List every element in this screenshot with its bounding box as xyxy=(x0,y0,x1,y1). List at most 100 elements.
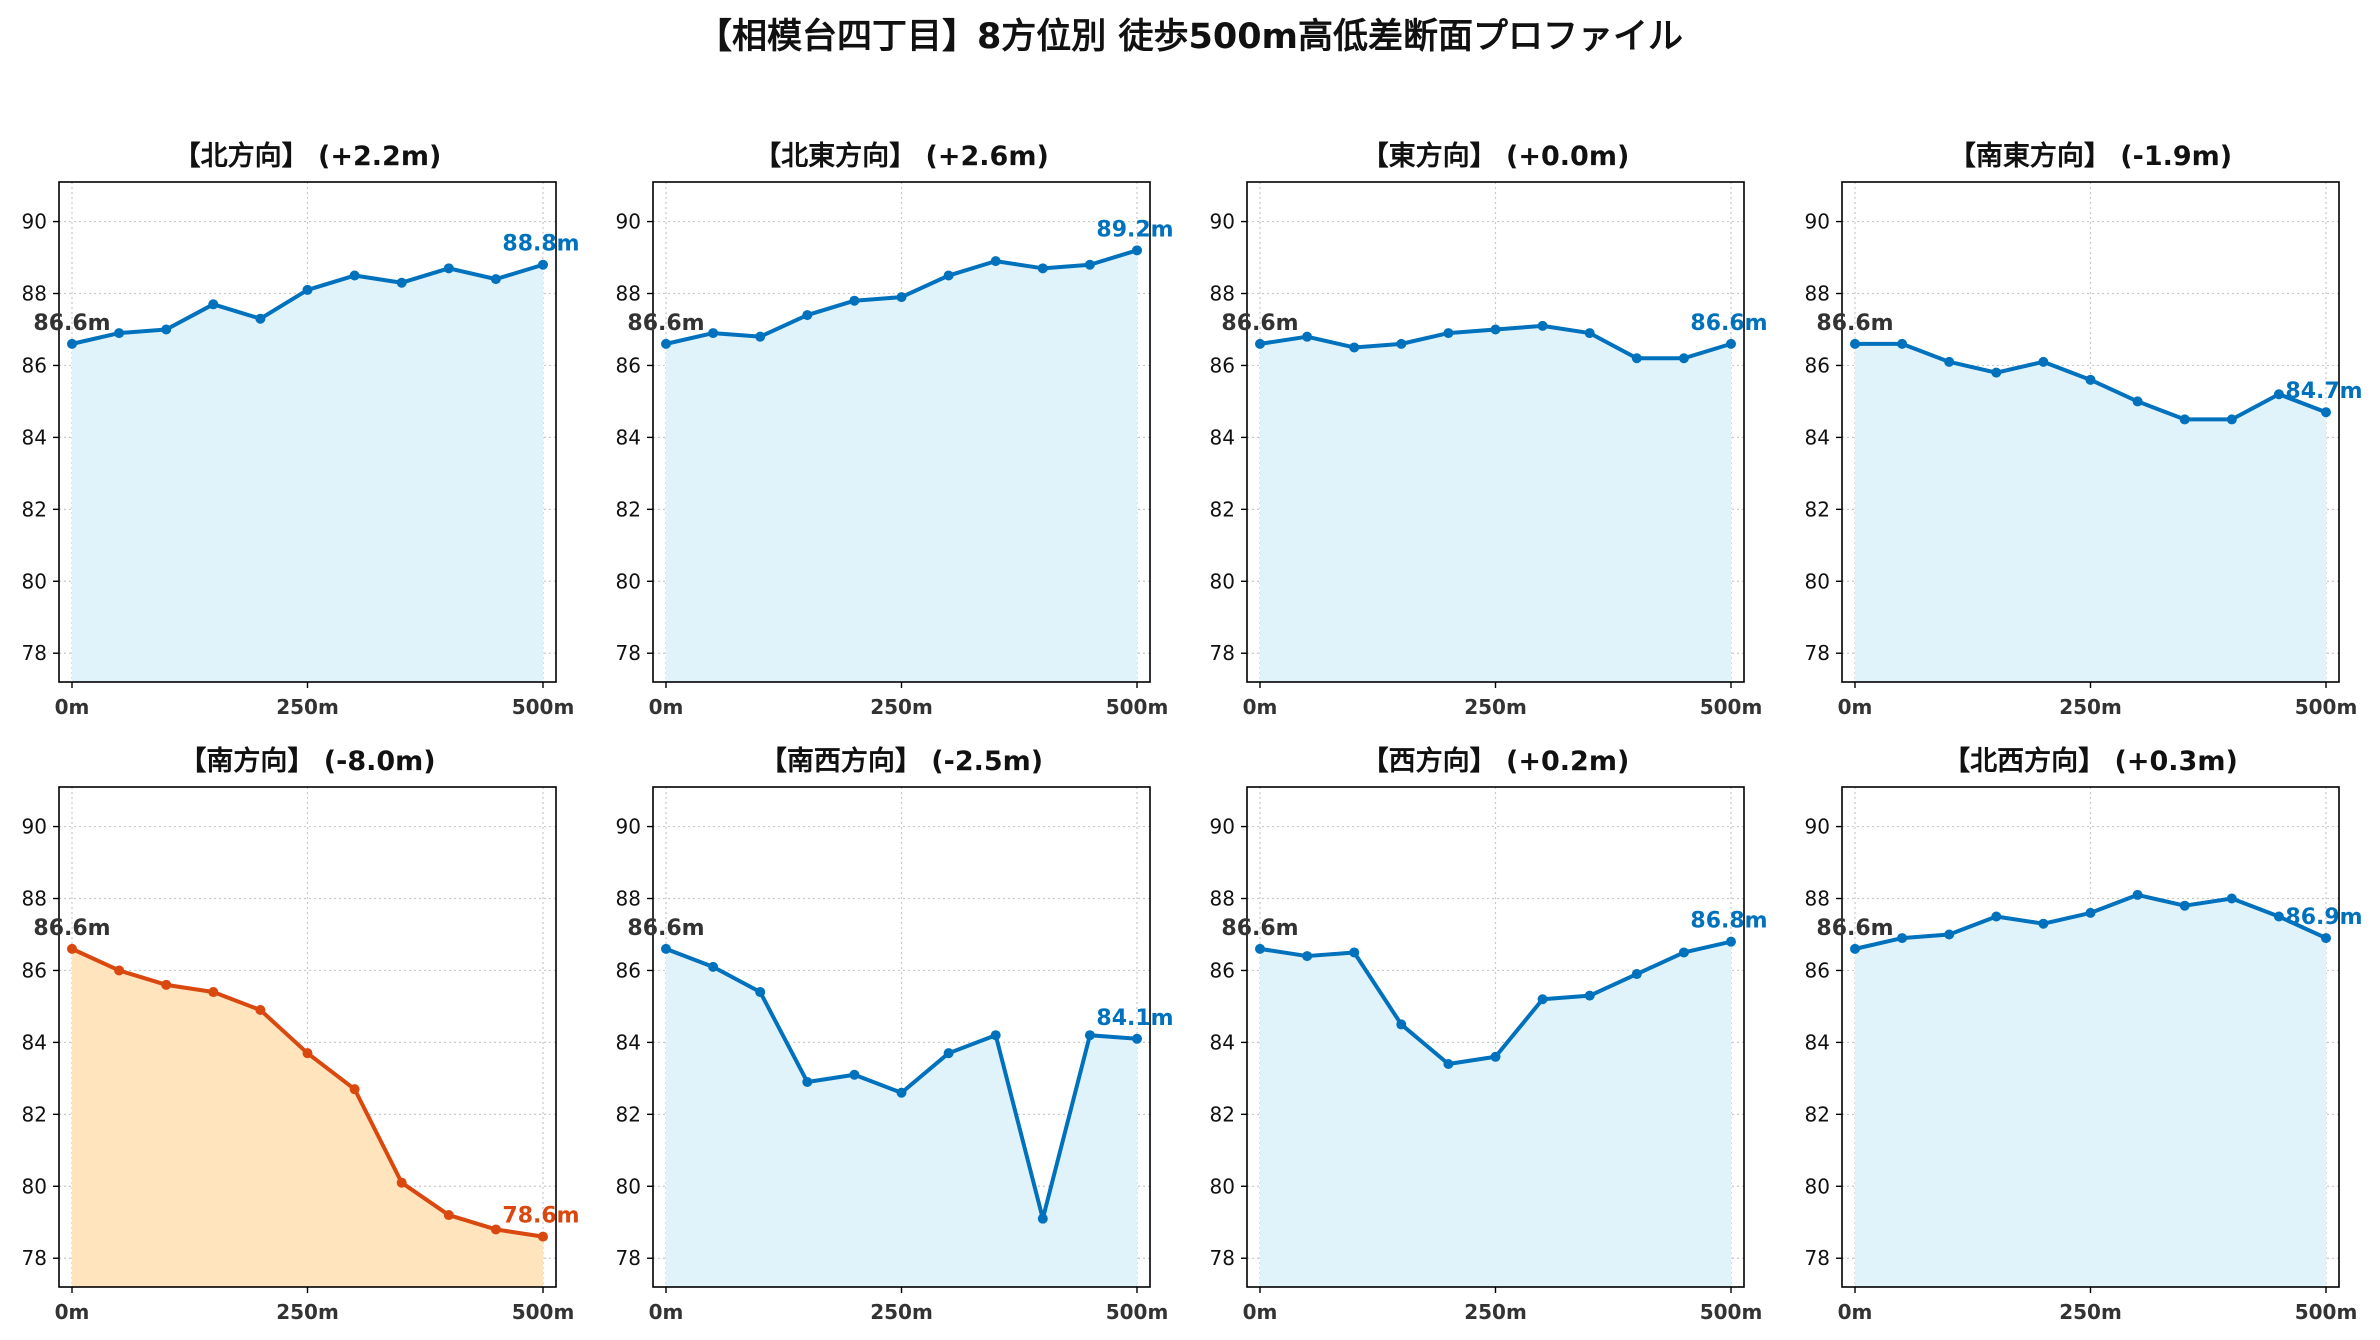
start-value-label: 86.6m xyxy=(1221,311,1298,336)
y-tick-label: 90 xyxy=(1210,815,1235,839)
y-tick-label: 86 xyxy=(22,958,47,982)
y-tick-label: 80 xyxy=(1210,569,1235,593)
data-point xyxy=(1584,990,1595,1001)
data-point xyxy=(1302,331,1313,342)
y-tick-label: 86 xyxy=(1805,958,1830,982)
x-tick-label: 0m xyxy=(1243,1300,1278,1324)
data-point xyxy=(896,292,907,303)
x-tick-label: 0m xyxy=(1838,695,1873,719)
area-fill xyxy=(1260,941,1731,1287)
data-point xyxy=(67,338,77,349)
data-point xyxy=(708,328,719,339)
y-tick-label: 84 xyxy=(616,1030,641,1054)
y-tick-label: 82 xyxy=(22,497,47,521)
y-tick-label: 82 xyxy=(616,1102,641,1126)
data-point xyxy=(1132,1033,1142,1044)
x-tick-label: 250m xyxy=(2059,1300,2122,1324)
y-tick-label: 86 xyxy=(616,958,641,982)
data-point xyxy=(990,256,1001,267)
y-tick-label: 82 xyxy=(1210,1102,1235,1126)
end-value-label: 84.7m xyxy=(2285,379,2362,404)
data-point xyxy=(2226,893,2237,904)
y-tick-label: 82 xyxy=(1805,1102,1830,1126)
data-point xyxy=(396,1177,407,1188)
data-point xyxy=(2179,900,2190,911)
data-point xyxy=(396,277,407,288)
y-tick-label: 86 xyxy=(1210,958,1235,982)
y-tick-label: 88 xyxy=(22,887,47,911)
data-point xyxy=(849,295,860,306)
y-tick-label: 80 xyxy=(1805,1174,1830,1198)
y-tick-label: 90 xyxy=(1210,210,1235,234)
y-tick-label: 90 xyxy=(22,815,47,839)
y-tick-label: 80 xyxy=(1805,569,1830,593)
data-point xyxy=(302,284,313,295)
area-fill xyxy=(1260,325,1731,682)
data-point xyxy=(302,1048,313,1059)
data-point xyxy=(114,328,125,339)
chart-panel: 【北東方向】 (+2.6m) 78 80 82 84 86 88 90 0m 250m 500m 86… xyxy=(616,140,1174,719)
area-fill xyxy=(72,264,543,682)
start-value-label: 86.6m xyxy=(1816,916,1893,941)
y-tick-label: 80 xyxy=(616,569,641,593)
data-point xyxy=(1944,929,1955,940)
y-tick-label: 82 xyxy=(1210,497,1235,521)
end-value-label: 86.6m xyxy=(1690,311,1767,336)
y-tick-label: 84 xyxy=(616,425,641,449)
figure-title: 【相模台四丁目】8方位別 徒歩500m高低差断面プロファイル xyxy=(696,17,1684,57)
chart-panel: 【北西方向】 (+0.3m) 78 80 82 84 86 88 90 0m 250m 500m 86… xyxy=(1805,745,2363,1324)
data-point xyxy=(1631,969,1642,980)
data-point xyxy=(1037,263,1048,274)
data-point xyxy=(1349,947,1360,958)
start-value-label: 86.6m xyxy=(1221,916,1298,941)
chart-panel: 【西方向】 (+0.2m) 78 80 82 84 86 88 90 0m 250m 500m 86.… xyxy=(1210,745,1768,1324)
chart-title: 【南東方向】 (-1.9m) xyxy=(1949,140,2232,172)
y-tick-label: 78 xyxy=(616,1246,641,1270)
y-tick-label: 90 xyxy=(1805,815,1830,839)
data-point xyxy=(802,310,813,321)
data-point xyxy=(1490,1051,1501,1062)
data-point xyxy=(1537,320,1548,331)
y-tick-label: 86 xyxy=(22,353,47,377)
data-point xyxy=(2132,396,2143,407)
data-point xyxy=(1678,353,1689,364)
data-point xyxy=(161,979,172,990)
data-point xyxy=(1850,338,1860,349)
data-point xyxy=(896,1087,907,1098)
data-point xyxy=(990,1030,1001,1041)
data-point xyxy=(538,259,548,270)
data-point xyxy=(2321,933,2331,944)
chart-title: 【西方向】 (+0.2m) xyxy=(1362,745,1630,777)
data-point xyxy=(755,987,766,998)
data-point xyxy=(661,338,671,349)
chart-title: 【北方向】 (+2.2m) xyxy=(174,140,442,172)
data-point xyxy=(1897,338,1908,349)
y-tick-label: 88 xyxy=(1210,887,1235,911)
x-tick-label: 500m xyxy=(2295,695,2358,719)
area-fill xyxy=(1855,343,2326,682)
y-tick-label: 90 xyxy=(1805,210,1830,234)
x-tick-label: 250m xyxy=(2059,695,2122,719)
data-point xyxy=(1443,328,1454,339)
y-tick-label: 88 xyxy=(1805,887,1830,911)
chart-title: 【北西方向】 (+0.3m) xyxy=(1943,745,2238,777)
y-tick-label: 88 xyxy=(22,282,47,306)
y-tick-label: 84 xyxy=(1210,1030,1235,1054)
data-point xyxy=(1443,1058,1454,1069)
data-point xyxy=(1037,1213,1048,1224)
y-tick-label: 80 xyxy=(22,1174,47,1198)
data-point xyxy=(1396,338,1407,349)
x-tick-label: 500m xyxy=(1700,695,1763,719)
area-fill xyxy=(666,948,1137,1287)
data-point xyxy=(1850,943,1860,954)
data-point xyxy=(661,943,671,954)
start-value-label: 86.6m xyxy=(33,916,110,941)
data-point xyxy=(1991,911,2002,922)
data-point xyxy=(1897,933,1908,944)
y-tick-label: 86 xyxy=(616,353,641,377)
start-value-label: 86.6m xyxy=(33,311,110,336)
y-tick-label: 78 xyxy=(1210,641,1235,665)
data-point xyxy=(490,274,501,285)
data-point xyxy=(1349,342,1360,353)
